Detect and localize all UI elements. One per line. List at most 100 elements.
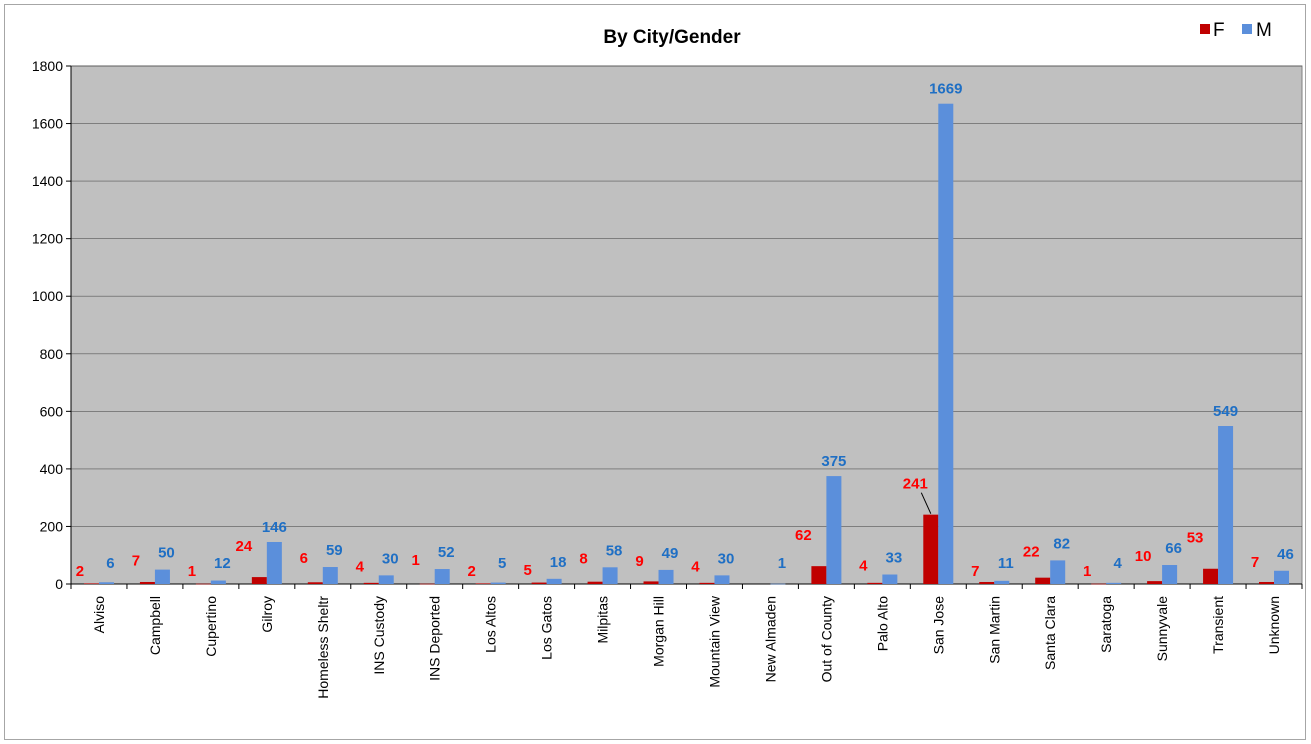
data-label-f: 4: [691, 558, 700, 575]
x-category-label: Los Altos: [483, 596, 499, 653]
x-category-label: Sunnyvale: [1154, 596, 1170, 662]
bar-f: [195, 583, 211, 585]
chart-title: By City/Gender: [603, 27, 741, 48]
legend: F M: [1200, 20, 1272, 41]
bar-m: [546, 578, 562, 584]
data-label-m: 59: [326, 542, 343, 559]
bar-f: [1091, 583, 1107, 585]
x-category-label: Homeless Sheltr: [315, 596, 331, 699]
bar-f: [643, 581, 659, 584]
x-category-label: Gilroy: [259, 596, 275, 633]
data-label-m: 4: [1113, 555, 1122, 572]
data-label-f: 24: [235, 538, 252, 555]
y-tick-label: 0: [55, 576, 63, 592]
x-category-label: Saratoga: [1098, 596, 1114, 653]
data-label-m: 66: [1165, 540, 1182, 557]
data-label-f: 4: [859, 558, 868, 575]
plot-background: [70, 65, 1303, 585]
data-label-m: 52: [438, 544, 455, 561]
legend-label-f: F: [1213, 20, 1225, 41]
bar-f: [251, 577, 267, 584]
data-label-f: 53: [1187, 530, 1204, 547]
x-category-label: Milpitas: [595, 596, 611, 643]
bar-m: [322, 567, 338, 584]
data-label-m: 12: [214, 555, 231, 572]
y-tick-label: 800: [40, 346, 64, 362]
bar-f: [979, 581, 995, 584]
bar-m: [826, 476, 842, 584]
bar-m: [658, 569, 674, 584]
y-tick-label: 1200: [32, 231, 63, 247]
y-tick-label: 1400: [32, 173, 63, 189]
data-label-f: 1: [188, 563, 196, 580]
x-category-label: New Almaden: [762, 596, 778, 682]
data-label-f: 4: [356, 558, 365, 575]
data-label-m: 375: [821, 453, 846, 470]
bar-m: [938, 103, 954, 585]
y-tick-label: 600: [40, 403, 64, 419]
data-label-m: 146: [262, 519, 287, 536]
legend-swatch-f: [1200, 24, 1210, 34]
bar-f: [307, 582, 323, 584]
bar-f: [419, 583, 435, 585]
data-label-f: 8: [579, 550, 587, 567]
bar-m: [434, 569, 450, 584]
bar-f: [531, 582, 547, 584]
bar-f: [1259, 581, 1275, 584]
chart-frame: By City/Gender F M 0 200 400 600 800 1000 1200…: [4, 4, 1306, 740]
bar-m: [378, 575, 394, 584]
bar-f: [923, 514, 939, 584]
data-label-f: 241: [903, 476, 928, 493]
x-category-label: Campbell: [147, 596, 163, 655]
data-label-f: 2: [76, 563, 84, 580]
data-label-m: 50: [158, 545, 175, 562]
data-label-m: 46: [1277, 546, 1294, 563]
x-category-label: Out of County: [818, 596, 834, 682]
x-category-label: Morgan Hill: [651, 596, 667, 667]
x-category-label: Transient: [1210, 596, 1226, 654]
data-label-f: 7: [971, 563, 979, 580]
bar-m: [1218, 426, 1234, 584]
bar-m: [1162, 565, 1178, 584]
x-category-label: Cupertino: [203, 596, 219, 657]
data-label-m: 30: [382, 550, 399, 567]
y-tick-label: 200: [40, 518, 64, 534]
x-category-label: Los Gatos: [539, 596, 555, 660]
bar-m: [98, 582, 114, 584]
data-label-f: 2: [467, 563, 475, 580]
data-label-m: 82: [1053, 535, 1070, 552]
data-label-m: 1669: [929, 81, 962, 98]
bar-m: [210, 580, 226, 584]
bar-m: [154, 569, 170, 584]
y-tick-label: 400: [40, 461, 64, 477]
data-label-f: 22: [1023, 543, 1040, 560]
data-label-f: 6: [300, 550, 308, 567]
bar-m: [1274, 570, 1290, 584]
bar-m: [266, 541, 282, 584]
bar-f: [587, 581, 603, 584]
x-category-label: INS Custody: [371, 596, 387, 675]
x-category-label: Mountain View: [706, 595, 722, 687]
bar-f: [867, 582, 883, 584]
data-label-m: 5: [498, 555, 506, 572]
bar-chart: By City/Gender F M 0 200 400 600 800 1000 1200…: [32, 20, 1303, 699]
bar-m: [1050, 560, 1066, 584]
bar-f: [139, 581, 155, 584]
data-label-m: 58: [606, 542, 623, 559]
bar-m: [770, 583, 786, 585]
y-tick-label: 1800: [32, 58, 63, 74]
x-category-label: Alviso: [91, 596, 107, 634]
data-label-m: 33: [885, 550, 902, 567]
data-label-m: 549: [1213, 403, 1238, 420]
legend-swatch-m: [1242, 24, 1252, 34]
legend-label-m: M: [1256, 20, 1272, 41]
data-label-m: 30: [718, 550, 735, 567]
data-label-leader: [920, 492, 932, 514]
x-category-label: Santa Clara: [1042, 596, 1058, 670]
x-category-label: Unknown: [1266, 596, 1282, 654]
data-label-m: 6: [106, 555, 114, 572]
x-category-label: San Martin: [986, 596, 1002, 664]
plot-area: 0 200 400 600 800 1000 1200 1400 1600 1800 2 6 Alvis…: [32, 58, 1303, 699]
data-label-f: 7: [1251, 554, 1259, 571]
bar-m: [994, 580, 1010, 584]
